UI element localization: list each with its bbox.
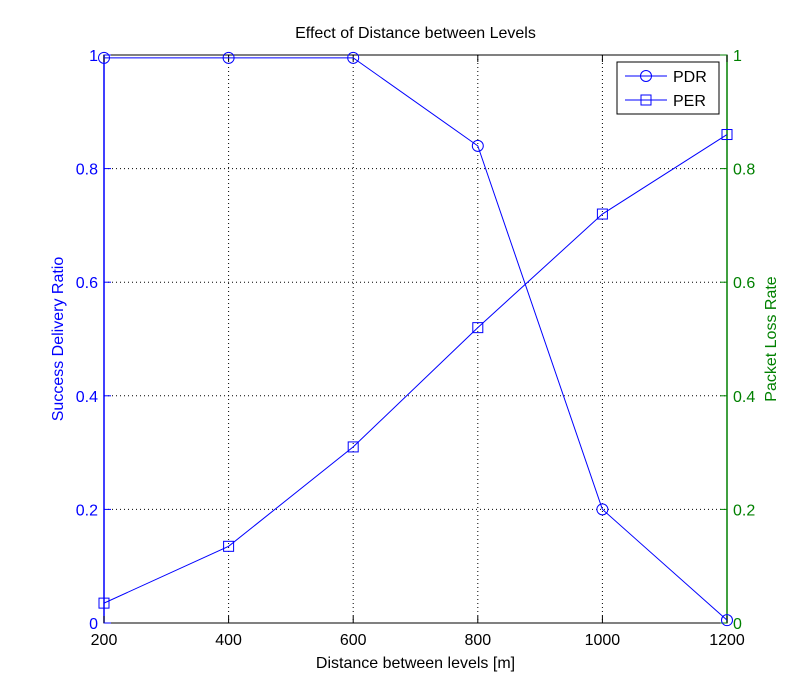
left-y-tick-label: 1: [89, 48, 98, 65]
grid: [104, 55, 727, 623]
series-line-per: [103, 134, 728, 604]
right-y-tick-label: 0.2: [733, 502, 755, 519]
left-y-tick-label: 0.4: [76, 389, 98, 406]
left-y-tick-label: 0.8: [76, 162, 98, 179]
series-line-pdr: [104, 57, 728, 621]
x-tick-label: 200: [91, 632, 118, 649]
data-point-per: [472, 322, 484, 334]
data-point-pdr: [471, 139, 484, 152]
data-point-pdr: [596, 503, 609, 516]
left-y-axis-label: Success Delivery Ratio: [50, 257, 67, 422]
legend-marker: [640, 94, 652, 106]
x-tick-label: 400: [215, 632, 242, 649]
left-y-axis-ticks: 0 0.2 0.4 0.6 0.8 1: [76, 48, 111, 633]
legend-label: PER: [673, 93, 706, 110]
x-tick-label: 800: [464, 632, 491, 649]
x-axis-label: Distance between levels [m]: [316, 655, 515, 672]
x-tick-label: 1000: [585, 632, 621, 649]
legend-marker: [640, 70, 652, 82]
data-point-per: [98, 597, 110, 609]
data-point-per: [721, 129, 733, 141]
x-tick-label: 1200: [709, 632, 745, 649]
left-y-tick-label: 0: [89, 616, 98, 633]
data-point-pdr: [721, 614, 733, 627]
series: [98, 51, 733, 627]
series-pdr: [98, 51, 733, 627]
data-point-per: [596, 208, 608, 220]
series-per: [98, 129, 733, 609]
legend-item-per: PER: [625, 93, 706, 110]
left-y-tick-label: 0.2: [76, 502, 98, 519]
right-y-tick-label: 0.4: [733, 389, 755, 406]
legend-label: PDR: [673, 69, 707, 86]
right-y-axis-ticks: 0 0.2 0.4 0.6 0.8 1: [720, 48, 755, 633]
x-axis-ticks: 200 400 600 800 1000 1200: [91, 55, 745, 649]
left-y-tick-label: 0.6: [76, 275, 98, 292]
data-point-per: [347, 441, 359, 453]
right-y-tick-label: 0: [733, 616, 742, 633]
legend-box: [616, 61, 720, 115]
data-point-pdr: [222, 51, 235, 64]
right-y-tick-label: 1: [733, 48, 742, 65]
legend: PDR PER: [616, 61, 720, 115]
legend-item-pdr: PDR: [625, 69, 707, 86]
data-point-per: [223, 540, 235, 552]
chart-title: Effect of Distance between Levels: [295, 25, 536, 42]
data-point-pdr: [347, 51, 360, 64]
right-y-tick-label: 0.8: [733, 162, 755, 179]
right-y-tick-label: 0.6: [733, 275, 755, 292]
x-tick-label: 600: [340, 632, 367, 649]
right-y-axis-label: Packet Loss Rate: [763, 276, 780, 402]
data-point-pdr: [98, 51, 110, 64]
